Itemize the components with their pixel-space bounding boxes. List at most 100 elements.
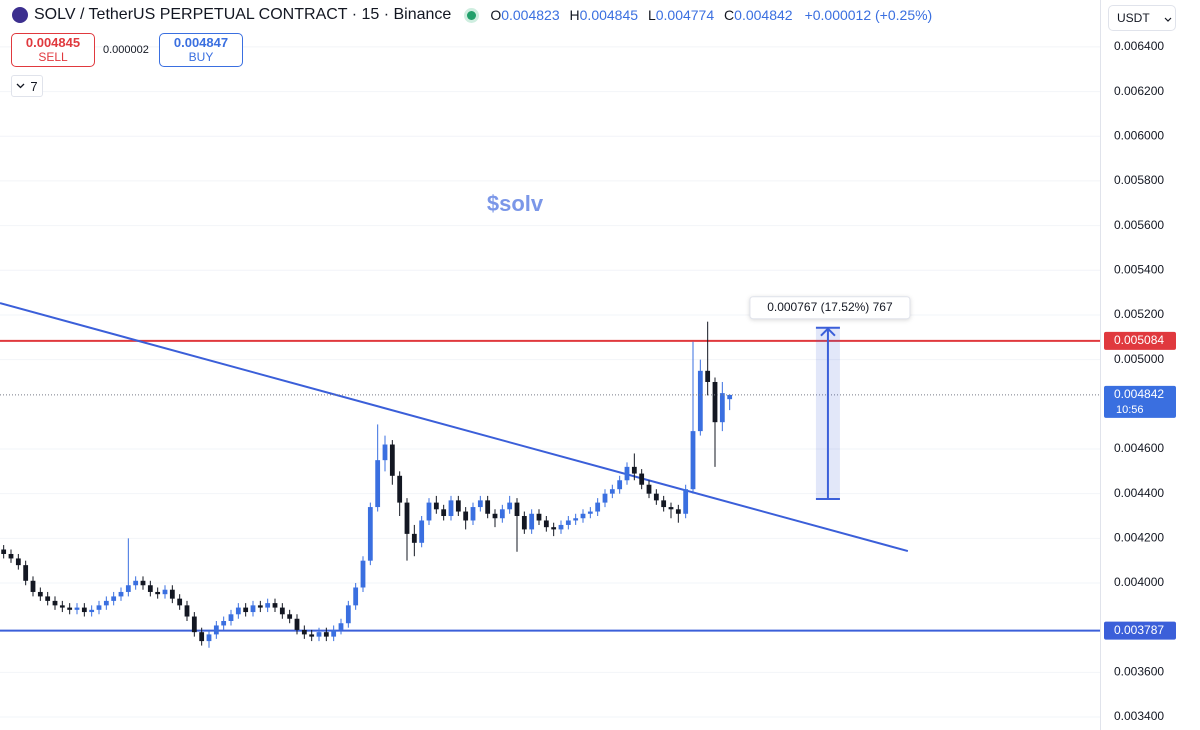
candle-body — [52, 600, 58, 606]
candle-body — [331, 629, 337, 637]
candle-body — [441, 509, 447, 517]
y-tick-label: 0.005800 — [1114, 173, 1164, 187]
candle-body — [23, 565, 29, 581]
candle-body — [397, 475, 403, 503]
measure-label: 0.000767 (17.52%) 767 — [767, 300, 893, 314]
ohlc-value: 0.004845 — [579, 7, 639, 23]
price-label: 0.004842 — [1114, 387, 1164, 401]
trendline — [0, 302, 909, 553]
candle-body — [404, 502, 410, 534]
indicator-count: 7 — [30, 78, 38, 94]
candle-body — [455, 500, 461, 512]
candle-body — [389, 444, 395, 476]
buy-label: BUY — [188, 50, 214, 64]
candle-body — [551, 527, 557, 530]
ohlc: O0.004823 H0.004845 L0.004774 C0.004842 — [490, 7, 798, 23]
candle-body — [470, 507, 476, 521]
candle-body — [690, 431, 696, 490]
candle-body — [133, 580, 139, 586]
candle-body — [147, 585, 153, 592]
market-status — [467, 10, 477, 20]
candle-body — [81, 607, 87, 613]
candle-body — [294, 618, 300, 630]
sell-price: 0.004845 — [25, 35, 81, 50]
candle-body — [521, 516, 527, 530]
candle-body — [15, 558, 21, 566]
chevron-icon — [1164, 17, 1172, 22]
y-tick-label: 0.005400 — [1114, 262, 1164, 276]
candle-body — [191, 616, 197, 633]
candle-body — [668, 507, 674, 510]
candle-body — [279, 607, 285, 615]
candle-body — [169, 589, 175, 599]
ohlc-label: L — [647, 7, 656, 23]
candle-body — [639, 473, 645, 485]
currency: USDT — [1117, 11, 1150, 25]
candle-body — [507, 502, 513, 510]
candle-body — [265, 603, 271, 608]
candle-body — [140, 580, 146, 586]
candle-body — [177, 598, 183, 606]
candle-body — [199, 632, 205, 642]
buy-button[interactable]: 0.004847 BUY — [159, 33, 243, 67]
candle-body — [353, 587, 359, 606]
candle-body — [67, 607, 73, 610]
price-change: +0.000012 (+0.25%) — [804, 7, 933, 23]
sell-button[interactable]: 0.004845 SELL — [11, 33, 95, 67]
price-label-box — [1104, 621, 1176, 640]
candle-body — [287, 614, 293, 619]
candle-body — [309, 634, 315, 637]
sell-label: SELL — [38, 50, 68, 64]
candle-body — [111, 596, 117, 601]
candle-body — [118, 591, 124, 597]
spread: 0.000002 — [103, 44, 149, 56]
candle-body — [1, 549, 7, 554]
candle-body — [558, 524, 564, 530]
candle-body — [74, 607, 80, 610]
candle-body — [235, 607, 241, 615]
candle-body — [463, 511, 469, 521]
candle-body — [338, 623, 344, 630]
currency-select[interactable]: USDT — [1108, 5, 1176, 31]
candle-body — [529, 513, 535, 530]
candle-body — [602, 493, 608, 503]
candle-body — [565, 520, 571, 525]
candle-body — [367, 507, 373, 561]
y-tick-label: 0.006200 — [1114, 84, 1164, 98]
candle-body — [697, 370, 703, 432]
candle-body — [103, 600, 109, 606]
candle-body — [30, 580, 36, 592]
candle-body — [272, 603, 278, 608]
y-tick-label: 0.004200 — [1114, 531, 1164, 545]
candle-body — [155, 591, 161, 595]
y-tick-label: 0.004600 — [1114, 441, 1164, 455]
ohlc-label: O — [490, 7, 502, 23]
price-label: 0.005084 — [1114, 333, 1164, 347]
candle-body — [360, 560, 366, 588]
ohlc-label: H — [569, 7, 580, 23]
y-tick-label: 0.006000 — [1114, 128, 1164, 142]
measure-label-box — [749, 296, 911, 320]
chevron-icon — [16, 83, 25, 89]
candle-body — [683, 489, 689, 514]
candle-body — [411, 533, 417, 543]
measure-arrowhead — [820, 327, 836, 337]
candle-body — [499, 509, 505, 519]
candle-body — [492, 513, 498, 519]
candle-body — [37, 591, 43, 597]
indicators-toggle[interactable]: 7 — [11, 75, 43, 97]
candle-body — [661, 500, 667, 508]
candle-body — [624, 466, 630, 481]
candle-body — [653, 493, 659, 501]
y-tick-label: 0.003600 — [1114, 665, 1164, 679]
y-tick-label: 0.003400 — [1114, 709, 1164, 723]
candle-body — [595, 502, 601, 512]
candle-body — [433, 502, 439, 510]
candle-body — [382, 444, 388, 461]
candle-body — [345, 605, 351, 624]
candle-body — [257, 605, 263, 608]
candle-body — [580, 513, 586, 519]
candle-body — [477, 500, 483, 508]
candle-body — [617, 480, 623, 490]
